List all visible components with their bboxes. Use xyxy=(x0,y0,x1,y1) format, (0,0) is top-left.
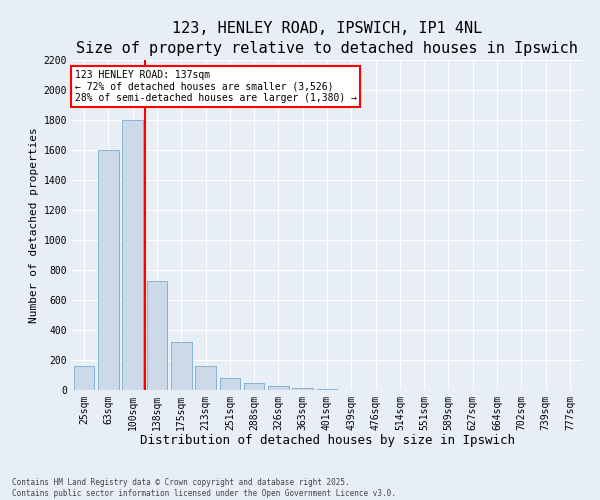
Bar xyxy=(74,366,94,390)
Text: 123 HENLEY ROAD: 137sqm
← 72% of detached houses are smaller (3,526)
28% of semi: 123 HENLEY ROAD: 137sqm ← 72% of detache… xyxy=(74,70,356,103)
Text: Contains HM Land Registry data © Crown copyright and database right 2025.
Contai: Contains HM Land Registry data © Crown c… xyxy=(12,478,396,498)
Title: 123, HENLEY ROAD, IPSWICH, IP1 4NL
Size of property relative to detached houses : 123, HENLEY ROAD, IPSWICH, IP1 4NL Size … xyxy=(76,22,578,56)
Bar xyxy=(195,366,216,390)
Bar xyxy=(268,386,289,390)
X-axis label: Distribution of detached houses by size in Ipswich: Distribution of detached houses by size … xyxy=(139,434,515,448)
Y-axis label: Number of detached properties: Number of detached properties xyxy=(29,127,40,323)
Bar xyxy=(244,382,265,390)
Bar xyxy=(317,389,337,390)
Bar xyxy=(292,388,313,390)
Bar xyxy=(146,281,167,390)
Bar xyxy=(122,120,143,390)
Bar xyxy=(98,150,119,390)
Bar xyxy=(171,342,191,390)
Bar xyxy=(220,378,240,390)
